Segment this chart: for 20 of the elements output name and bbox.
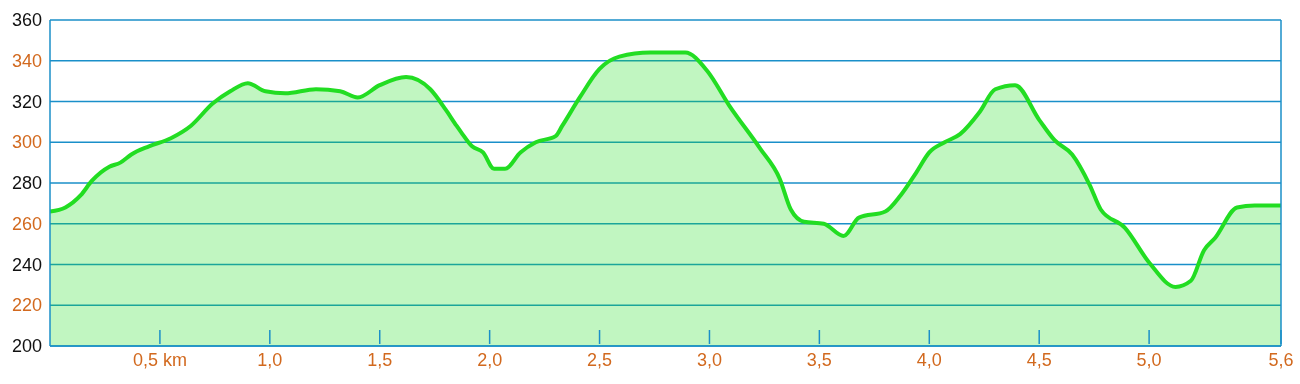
x-tick-label: 3,0 <box>696 350 722 370</box>
x-tick-label: 1,5 <box>367 350 393 370</box>
y-tick-label: 220 <box>11 295 42 316</box>
y-tick-label: 320 <box>11 91 42 112</box>
y-tick-label: 300 <box>11 132 42 153</box>
x-tick-label: 4,0 <box>916 350 942 370</box>
x-tick-label: 2,5 <box>587 350 613 370</box>
x-tick-label: 0,5 km <box>132 350 187 370</box>
y-tick-label: 340 <box>11 50 42 71</box>
y-tick-label: 200 <box>11 336 42 356</box>
x-tick-label: 5,6 <box>1268 350 1294 370</box>
x-tick-label: 2,0 <box>477 350 503 370</box>
y-tick-label: 360 <box>11 10 42 30</box>
x-tick-label: 3,5 <box>806 350 832 370</box>
x-tick-label: 5,0 <box>1136 350 1162 370</box>
y-tick-label: 260 <box>11 213 42 234</box>
y-tick-label: 240 <box>11 254 42 275</box>
x-tick-label: 1,0 <box>257 350 283 370</box>
x-tick-label: 4,5 <box>1026 350 1052 370</box>
y-tick-label: 280 <box>11 173 42 193</box>
